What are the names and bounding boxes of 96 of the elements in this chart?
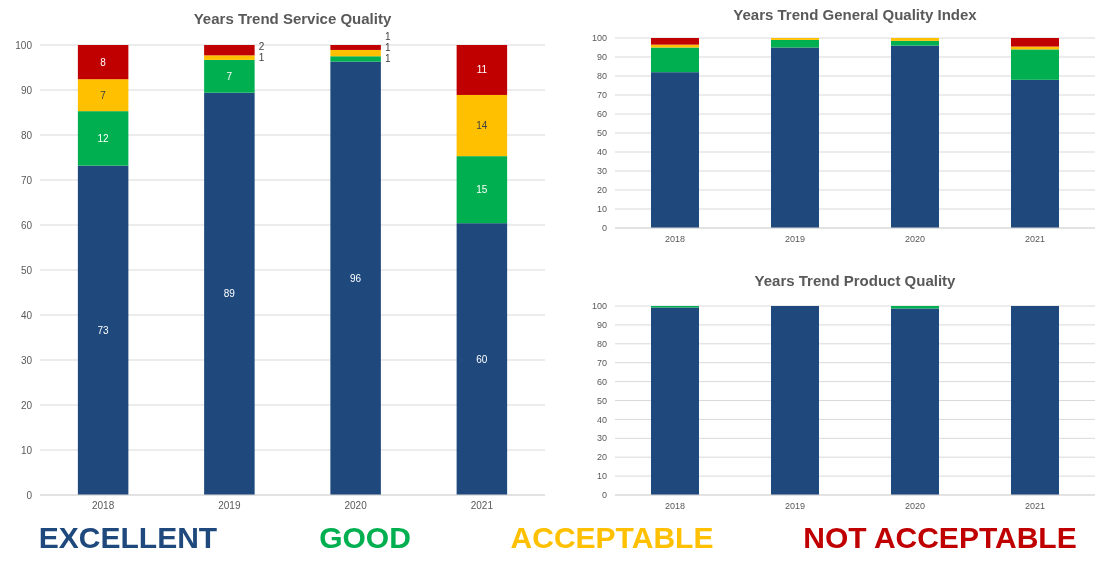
data-label: 8 [100, 56, 107, 68]
x-tick-label: 2021 [470, 500, 494, 511]
y-tick-label: 80 [596, 338, 607, 349]
bar [77, 45, 129, 80]
y-tick-label: 50 [20, 264, 33, 276]
y-tick-label: 70 [20, 174, 33, 186]
bar [77, 79, 129, 112]
bar [891, 38, 939, 41]
y-tick-label: 50 [596, 128, 607, 139]
data-label: 1 [384, 53, 391, 65]
bar [1011, 38, 1059, 47]
y-tick-label: 30 [20, 354, 33, 366]
bar [651, 47, 699, 73]
y-tick-label: 100 [15, 39, 33, 51]
bar [771, 39, 819, 48]
x-tick-label: 2020 [344, 500, 368, 511]
y-tick-label: 60 [596, 376, 607, 387]
y-tick-label: 10 [596, 204, 607, 215]
y-tick-label: 0 [601, 490, 607, 501]
y-tick-label: 0 [601, 223, 607, 234]
y-tick-label: 20 [596, 185, 607, 196]
y-tick-label: 40 [596, 414, 607, 425]
y-tick-label: 30 [596, 433, 607, 444]
text: ACCEPTABLE [510, 521, 714, 554]
bar [651, 72, 699, 228]
bar [204, 55, 255, 60]
y-tick-label: 90 [596, 52, 607, 63]
y-tick-label: 100 [591, 301, 607, 312]
x-tick-label: 2018 [664, 501, 686, 511]
data-label: 96 [350, 272, 362, 284]
x-tick-label: 2020 [904, 234, 926, 244]
bar [77, 165, 129, 495]
y-tick-label: 100 [591, 33, 607, 44]
y-tick-label: 10 [596, 471, 607, 482]
x-tick-label: 2021 [1024, 234, 1046, 244]
bar [771, 47, 819, 228]
chart-title: Years Trend General Quality Index [733, 6, 978, 23]
bar [456, 223, 508, 495]
y-tick-label: 0 [26, 489, 33, 501]
bar [330, 45, 381, 50]
bar [651, 44, 699, 48]
data-label: 2 [258, 41, 265, 53]
data-label: 73 [97, 324, 110, 336]
y-tick-label: 40 [20, 309, 33, 321]
y-tick-label: 40 [596, 147, 607, 158]
y-tick-label: 20 [596, 452, 607, 463]
data-label: 14 [476, 120, 488, 132]
data-label: 60 [476, 353, 488, 365]
chart-title: Years Trend Product Quality [754, 272, 957, 289]
bar [77, 111, 129, 166]
x-tick-label: 2021 [1024, 501, 1046, 511]
bar [456, 94, 508, 157]
data-label: 12 [97, 132, 110, 144]
bar [1011, 79, 1059, 228]
y-tick-label: 80 [596, 71, 607, 82]
x-tick-label: 2019 [784, 501, 806, 511]
bar [651, 38, 699, 45]
text: NOT ACCEPTABLE [803, 521, 1077, 554]
data-label: 15 [476, 184, 488, 196]
y-tick-label: 60 [20, 219, 33, 231]
y-tick-label: 80 [20, 129, 33, 141]
bar [456, 156, 508, 224]
data-label: 11 [476, 64, 488, 76]
x-tick-label: 2020 [904, 501, 926, 511]
data-label: 1 [384, 42, 391, 54]
y-tick-label: 70 [596, 357, 607, 368]
chart-title: Years Trend Service Quality [193, 10, 392, 27]
data-label: 1 [384, 31, 391, 43]
text: GOOD [319, 521, 411, 554]
bar [330, 56, 381, 62]
data-label: 89 [223, 288, 236, 300]
data-label: 7 [226, 70, 233, 82]
bar [891, 45, 939, 228]
x-tick-label: 2019 [218, 500, 241, 511]
bar [204, 45, 255, 56]
y-tick-label: 30 [596, 166, 607, 177]
data-label: 1 [258, 52, 265, 64]
x-tick-label: 2019 [784, 234, 806, 244]
series-label: EXCELLENT [38, 521, 218, 554]
bar [204, 59, 255, 93]
y-tick-label: 10 [20, 444, 33, 456]
y-tick-label: 20 [20, 399, 33, 411]
x-tick-label: 2018 [664, 234, 686, 244]
data-label: 7 [100, 89, 107, 101]
x-tick-label: 2018 [92, 500, 115, 511]
bar [330, 49, 381, 57]
y-tick-label: 50 [596, 395, 607, 406]
bar [1011, 49, 1059, 80]
bar [891, 40, 939, 46]
y-tick-label: 90 [20, 84, 33, 96]
bar [204, 92, 255, 495]
y-tick-label: 70 [596, 90, 607, 101]
y-tick-label: 90 [596, 320, 607, 331]
y-tick-label: 60 [596, 109, 607, 120]
bar [456, 45, 508, 95]
bar [330, 61, 381, 495]
